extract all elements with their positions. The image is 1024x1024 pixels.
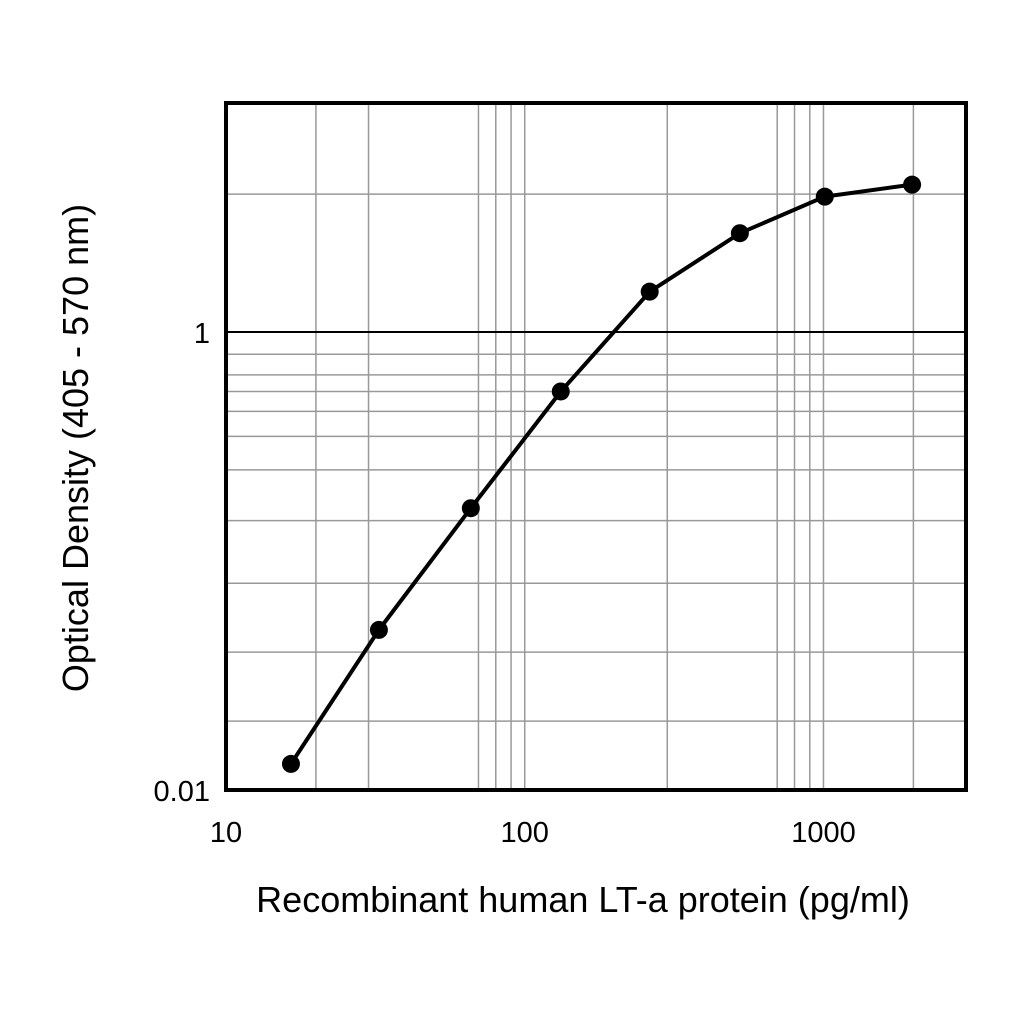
x-tick-label: 100 — [501, 817, 549, 849]
data-point — [369, 620, 388, 639]
y-tick-label: 1 — [194, 318, 210, 350]
y-tick-label: 0.01 — [154, 776, 210, 808]
series-line — [289, 182, 913, 765]
data-point — [461, 499, 480, 518]
data-point — [551, 382, 570, 401]
x-tick-labels: 10 100 1000 — [210, 817, 856, 849]
x-tick-label: 1000 — [791, 817, 856, 849]
plot-frame — [224, 101, 968, 792]
x-gridlines — [315, 103, 915, 790]
data-point — [640, 282, 659, 301]
data-points — [281, 175, 922, 773]
y-tick-labels: 0.01 1 — [154, 318, 210, 808]
data-point — [730, 224, 749, 243]
x-tick-label: 10 — [210, 817, 242, 849]
plot-background — [226, 103, 966, 790]
data-point — [815, 187, 834, 206]
data-point — [281, 754, 300, 773]
x-axis-label: Recombinant human LT-a protein (pg/ml) — [256, 879, 910, 920]
y-axis-label: Optical Density (405 - 570 nm) — [55, 204, 96, 692]
data-point — [903, 175, 922, 194]
